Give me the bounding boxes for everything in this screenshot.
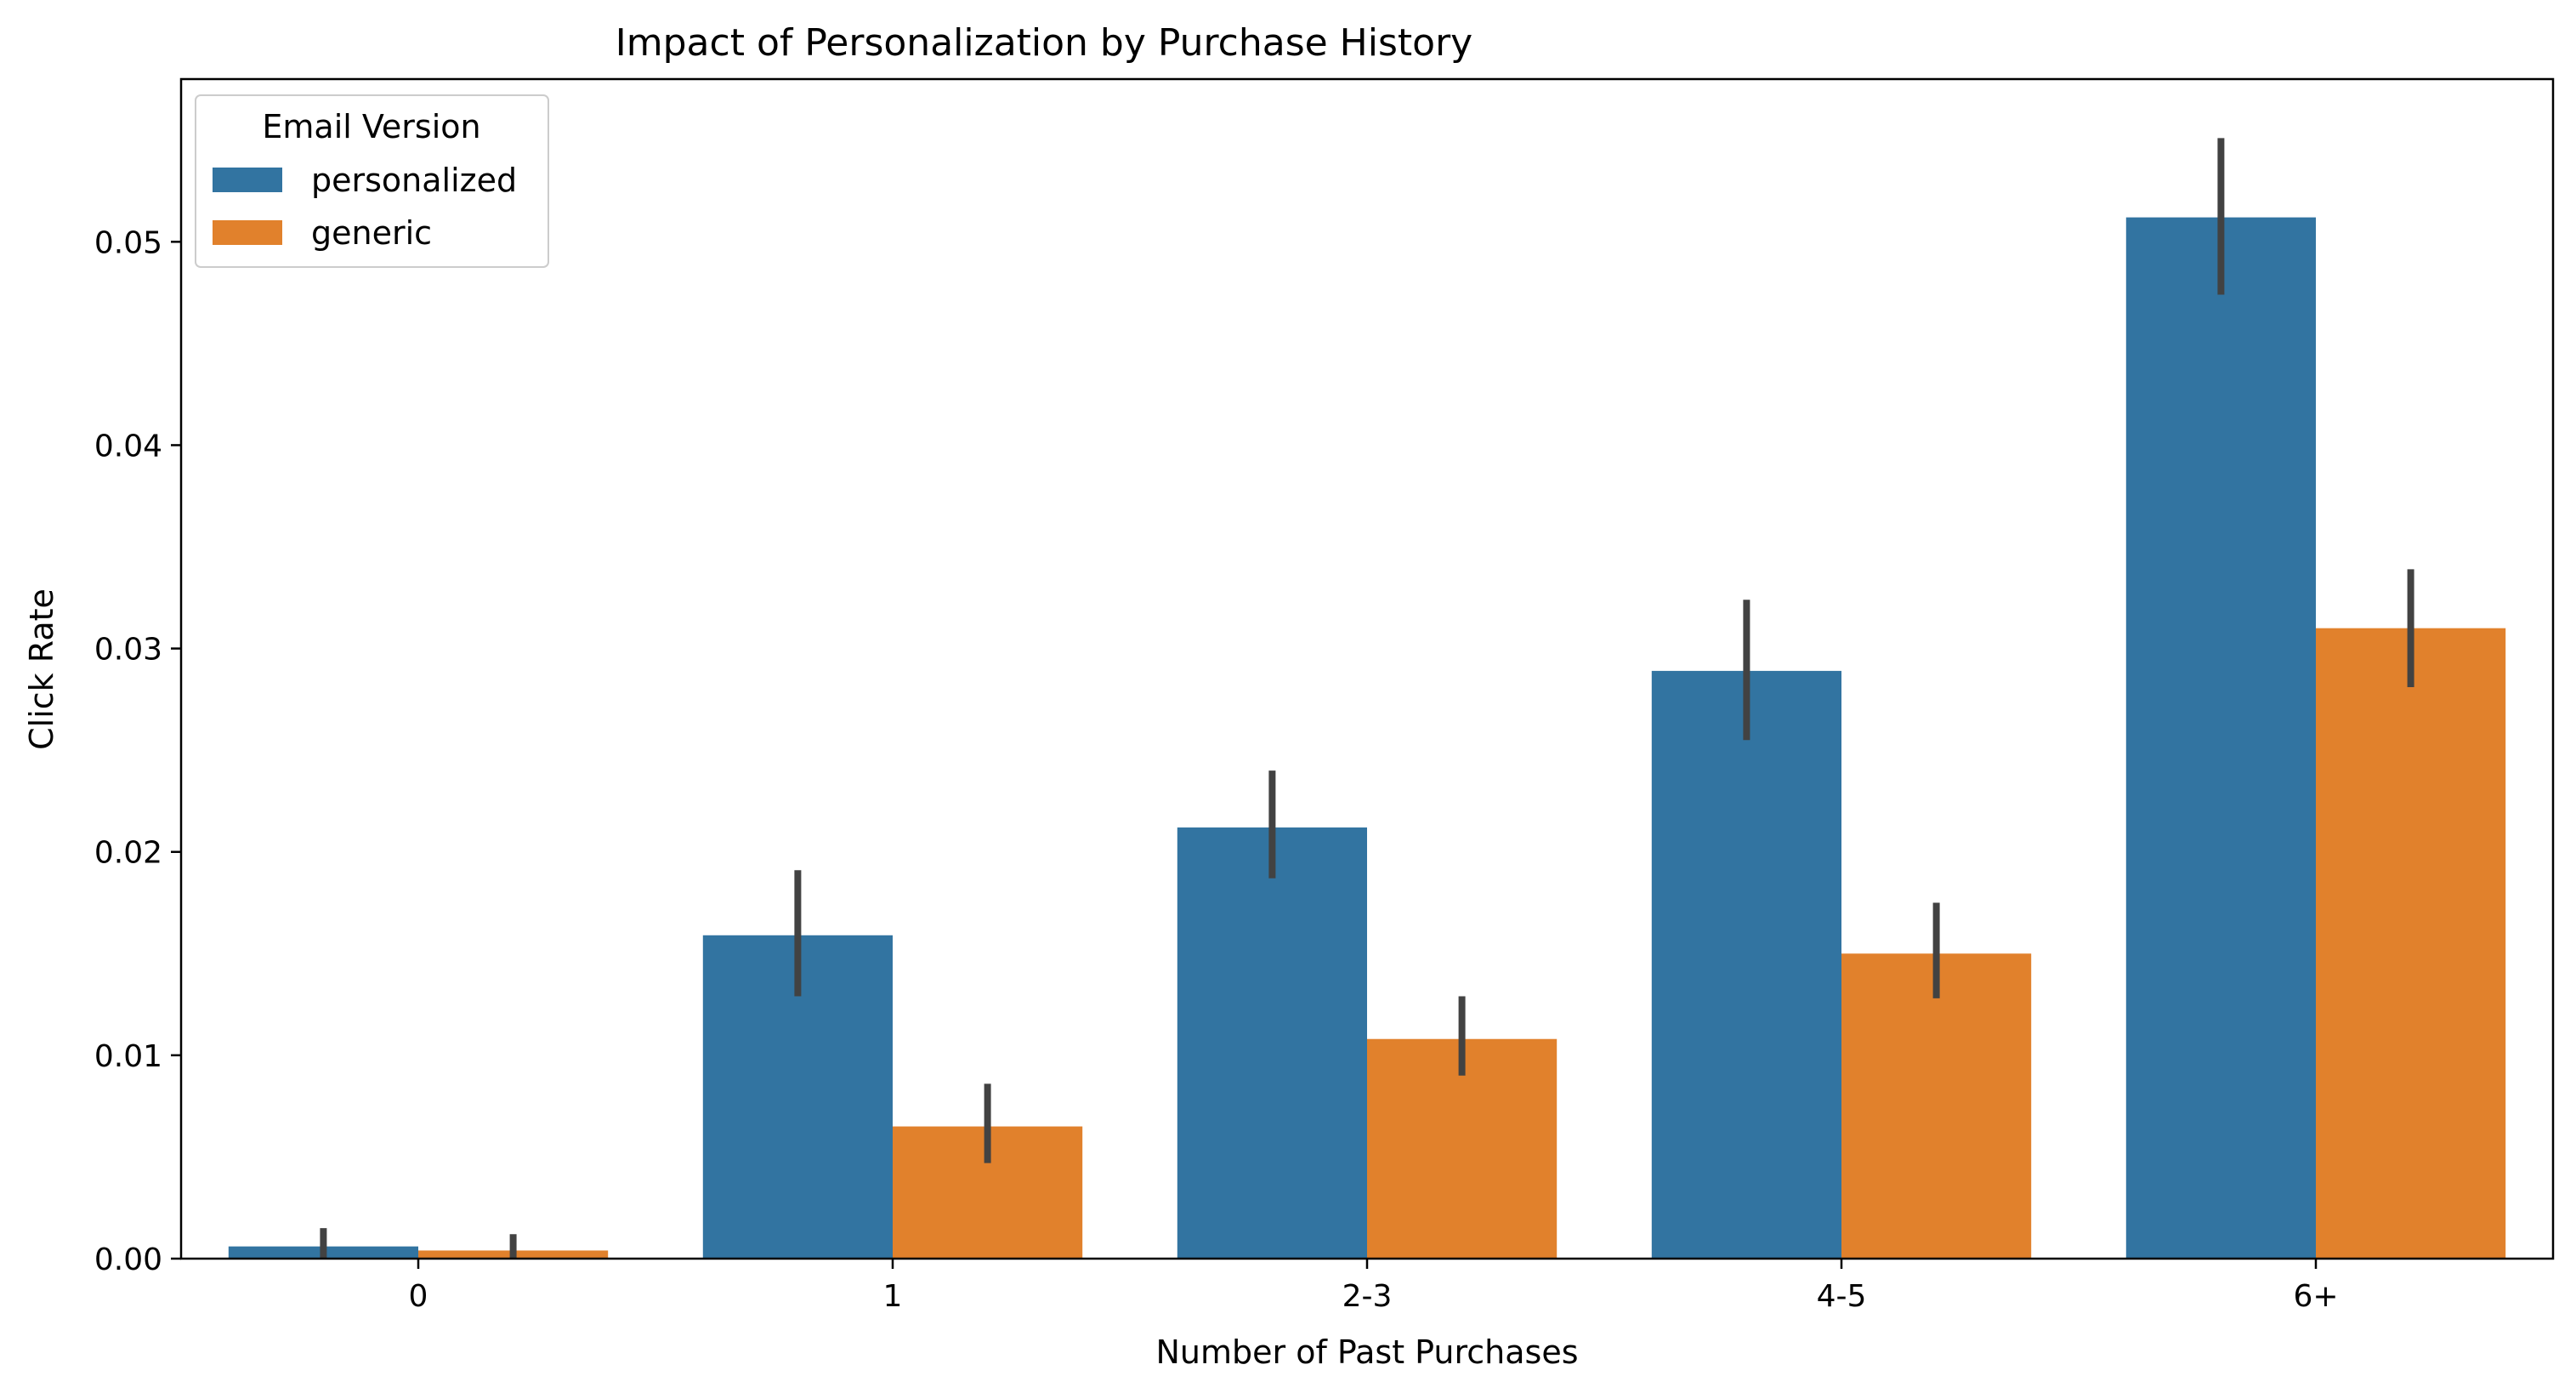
- x-tick-label: 4-5: [1817, 1279, 1867, 1314]
- chart-title: Impact of Personalization by Purchase Hi…: [616, 21, 1472, 65]
- y-tick-label: 0.03: [94, 633, 162, 668]
- x-tick-label: 0: [409, 1279, 428, 1314]
- legend-title: Email Version: [262, 108, 480, 145]
- legend-box: [195, 94, 549, 268]
- plot-frame: [179, 77, 2555, 1260]
- bars-layer: [228, 217, 2506, 1259]
- legend-label-generic: generic: [311, 214, 432, 252]
- x-axis-ticks: 0 1 2-3 4-5 6+: [409, 1259, 2339, 1314]
- y-axis-label: Click Rate: [23, 588, 60, 750]
- x-tick-label: 6+: [2293, 1279, 2338, 1314]
- bar-personalized-6+: [2125, 217, 2316, 1259]
- bar-generic-4-5: [1841, 953, 2032, 1259]
- y-tick-label: 0.01: [94, 1039, 162, 1074]
- x-tick-label: 1: [883, 1279, 903, 1314]
- y-tick-label: 0.05: [94, 225, 162, 260]
- legend-swatch-personalized: [213, 168, 282, 192]
- x-tick-label: 2-3: [1342, 1279, 1393, 1314]
- legend-label-personalized: personalized: [311, 162, 517, 199]
- y-axis-ticks: 0.00 0.01 0.02 0.03 0.04 0.05: [94, 225, 181, 1277]
- y-tick-label: 0.04: [94, 429, 162, 463]
- x-axis-label: Number of Past Purchases: [1155, 1333, 1578, 1371]
- errorbars-layer: [320, 138, 2414, 1259]
- bar-generic-6+: [2316, 628, 2506, 1259]
- bar-personalized-2-3: [1177, 827, 1367, 1259]
- legend: Email Version personalized generic: [195, 94, 549, 268]
- y-tick-label: 0.00: [94, 1242, 162, 1277]
- legend-entries: personalized generic: [213, 162, 517, 252]
- legend-swatch-generic: [213, 220, 282, 245]
- bar-personalized-4-5: [1651, 670, 1841, 1259]
- y-tick-label: 0.02: [94, 836, 162, 871]
